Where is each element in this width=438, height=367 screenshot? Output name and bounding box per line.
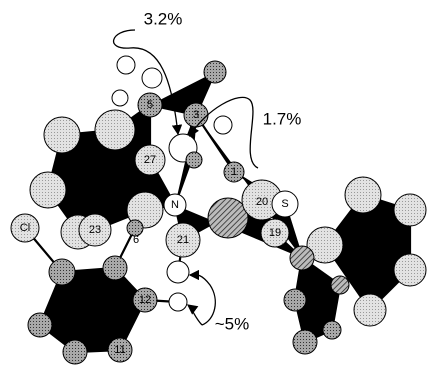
noe-annotation: 3.2% [144,9,183,28]
molecule-diagram: 3.2% 1.7% ~5% 5 3 27 1 N S 20 21 23 6 Cl… [0,0,438,367]
atom-label: 12 [139,294,151,306]
atom-label: 27 [144,154,156,166]
atom-label: 1 [231,166,237,178]
atom-label: 6 [133,234,139,246]
atom-label: S [281,198,288,210]
atom-label: 23 [89,224,101,236]
atom-label: 21 [177,234,189,246]
ring-label: D [313,283,324,300]
atom-label: 20 [256,196,268,208]
atom-label: 19 [269,227,281,239]
ring-label: A [95,171,105,188]
atom-label: 5 [147,99,153,111]
atom-label: 11 [114,344,125,356]
ring-label: B [371,223,381,240]
ring-label: C [90,306,101,323]
noe-annotation: ~5% [215,314,250,333]
atom-label: Cl [20,222,30,234]
noe-annotation: 1.7% [263,109,302,128]
atom-label: 3 [193,109,199,121]
atom-label: N [171,199,179,211]
